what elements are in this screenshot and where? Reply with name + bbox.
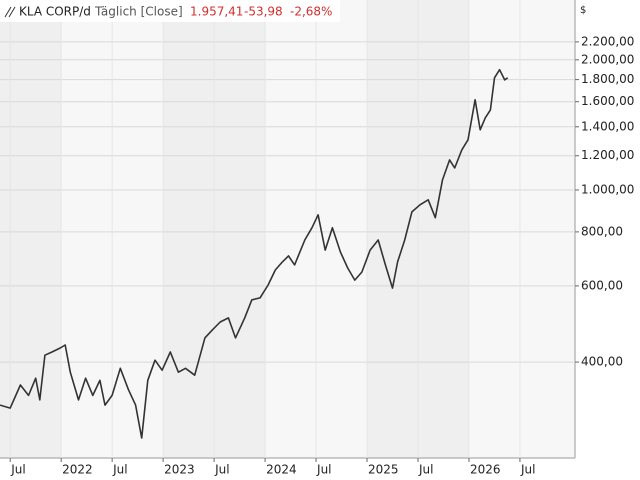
y-tick-label: 1.600,00: [581, 94, 634, 108]
header-bg: [0, 0, 340, 22]
y-tick-label: 600,00: [581, 278, 623, 292]
x-tick-label: Jul: [418, 463, 433, 477]
y-tick-label: 400,00: [581, 355, 623, 369]
x-tick-label: 2023: [164, 463, 195, 477]
y-tick-label: 1.800,00: [581, 72, 634, 86]
last-value: 1.957,41: [190, 5, 243, 19]
band: [468, 0, 575, 458]
y-tick-label: 1.200,00: [581, 148, 634, 162]
bands: [0, 0, 576, 459]
x-tick-label: Jul: [316, 463, 331, 477]
chart-subtitle: Täglich [Close]: [94, 5, 183, 19]
chart-title: KLA CORP/d: [19, 5, 91, 19]
x-tick-label: 2026: [470, 463, 501, 477]
plot: [0, 68, 509, 439]
y-tick-label: 2.200,00: [581, 34, 634, 48]
x-tick-label: Jul: [214, 463, 229, 477]
x-tick-label: 2024: [266, 463, 297, 477]
x-tick-label: Jul: [520, 463, 535, 477]
x-tick-label: 2025: [368, 463, 399, 477]
line-icon: [4, 6, 16, 18]
price-line: [0, 68, 509, 439]
currency: $: [580, 5, 586, 16]
y-tick-label: 1.400,00: [581, 119, 634, 133]
x-tick-label: 2022: [62, 463, 93, 477]
y-tick-label: 800,00: [581, 224, 623, 238]
y-tick-label: 2.000,00: [581, 52, 634, 66]
x-tick-label: Jul: [10, 463, 25, 477]
y-tick-label: 1.000,00: [581, 182, 634, 196]
change-percent: -2,68%: [290, 5, 332, 19]
change: -53,98: [244, 5, 283, 19]
x-tick-label: Jul: [112, 463, 127, 477]
